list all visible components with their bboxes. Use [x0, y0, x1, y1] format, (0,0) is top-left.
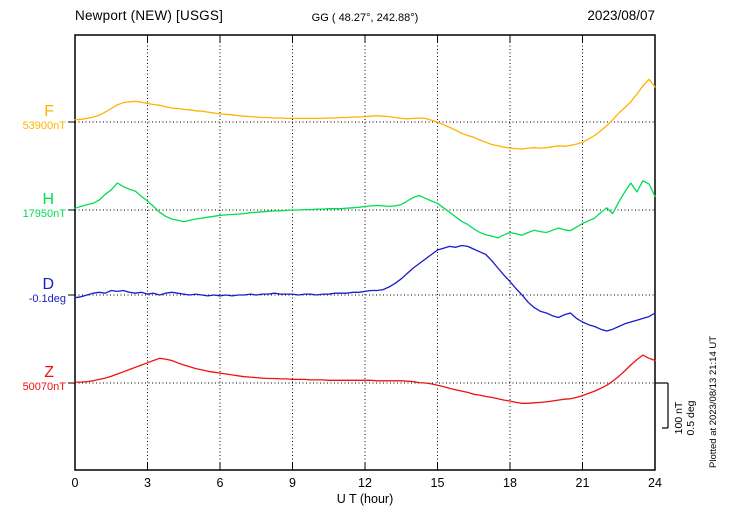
x-tick-label: 24 — [648, 476, 662, 490]
trace-D — [74, 244, 656, 332]
series-label-H: H 17950nT — [0, 192, 68, 221]
scale-label-0: 100 nT — [673, 401, 685, 434]
geographic-coordinates: GG ( 48.27°, 242.88°) — [311, 12, 419, 24]
x-tick-label: 6 — [217, 476, 224, 490]
plotted-at-note: Plotted at 2023/08/13 21:14 UT — [708, 336, 719, 468]
series-label-D: D -0.1deg — [0, 277, 68, 306]
series-baseline-H: 17950nT — [22, 208, 66, 220]
trace-H — [74, 180, 656, 239]
plot-date: 2023/08/07 — [587, 8, 655, 23]
x-tick-label: 21 — [576, 476, 590, 490]
x-tick-label: 0 — [72, 476, 79, 490]
series-baseline-Z: 50070nT — [22, 381, 66, 393]
trace-Z — [74, 354, 656, 404]
observatory-title: Newport (NEW) [USGS] — [75, 8, 224, 23]
x-tick-label: 9 — [289, 476, 296, 490]
series-label-Z: Z 50070nT — [0, 365, 68, 394]
x-tick-label: 18 — [503, 476, 517, 490]
series-baseline-F: 53900nT — [22, 120, 66, 132]
x-tick-label: 12 — [358, 476, 372, 490]
scale-label-1: 0.5 deg — [685, 400, 697, 435]
series-letter-F: F — [44, 103, 54, 120]
x-tick-label: 3 — [144, 476, 151, 490]
series-letter-Z: Z — [44, 364, 54, 381]
series-letter-D: D — [42, 276, 54, 293]
series-letter-H: H — [42, 191, 54, 208]
x-axis-label: U T (hour) — [336, 492, 394, 506]
series-label-F: F 53900nT — [0, 104, 68, 133]
trace-F — [74, 78, 656, 150]
x-tick-label: 15 — [431, 476, 445, 490]
series-baseline-D: -0.1deg — [28, 293, 66, 305]
